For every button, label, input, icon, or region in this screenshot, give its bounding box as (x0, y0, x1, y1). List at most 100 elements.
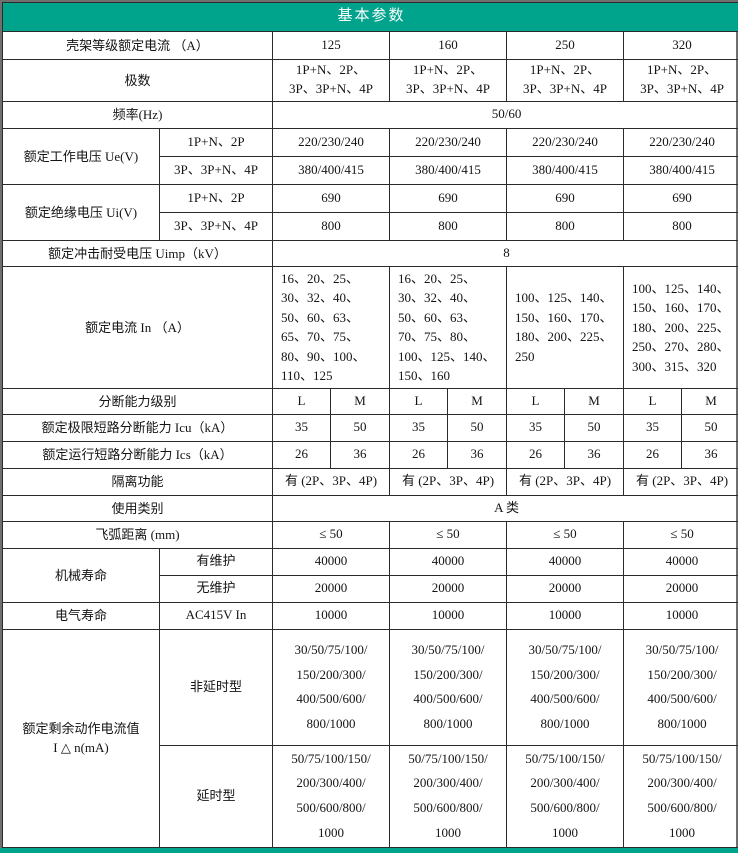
row-arc-distance: 飞弧距离 (mm) ≤ 50 ≤ 50 ≤ 50 ≤ 50 (3, 521, 738, 548)
cell-break-6: M (565, 388, 624, 414)
cell-iso-1: 有 (2P、3P、4P) (273, 468, 390, 495)
cell-ue1-1: 220/230/240 (273, 128, 390, 156)
cell-elec-2: 10000 (390, 602, 507, 629)
cell-in-1: 16、20、25、 30、32、40、 50、60、63、 65、70、75、 … (273, 266, 390, 388)
sublabel-residual-delay: 延时型 (160, 745, 273, 847)
cell-icu-1: 35 (273, 414, 331, 441)
cell-icu-7: 35 (624, 414, 682, 441)
cell-in-2: 16、20、25、 30、32、40、 50、60、63、 70、75、80、 … (390, 266, 507, 388)
cell-arc-4: ≤ 50 (624, 521, 738, 548)
sublabel-elec: AC415V In (160, 602, 273, 629)
row-isolation: 隔离功能 有 (2P、3P、4P) 有 (2P、3P、4P) 有 (2P、3P、… (3, 468, 738, 495)
cell-ui1-3: 690 (507, 184, 624, 212)
row-label-breaking-class: 分断能力级别 (3, 388, 273, 414)
cell-res2-1: 50/75/100/150/ 200/300/400/ 500/600/800/… (273, 745, 390, 847)
row-label-icu: 额定极限短路分断能力 Icu（kA） (3, 414, 273, 441)
row-label-isolation: 隔离功能 (3, 468, 273, 495)
sublabel-mech-2: 无维护 (160, 575, 273, 602)
cell-mech1-3: 40000 (507, 548, 624, 575)
cell-res2-3: 50/75/100/150/ 200/300/400/ 500/600/800/… (507, 745, 624, 847)
cell-arc-2: ≤ 50 (390, 521, 507, 548)
row-ue-1: 额定工作电压 Ue(V) 1P+N、2P 220/230/240 220/230… (3, 128, 738, 156)
cell-ics-3: 26 (390, 441, 448, 468)
cell-in-4: 100、125、140、 150、160、170、 180、200、225、 2… (624, 266, 738, 388)
cell-icu-6: 50 (565, 414, 624, 441)
cell-break-1: L (273, 388, 331, 414)
sublabel-ue-1: 1P+N、2P (160, 128, 273, 156)
cell-ui2-3: 800 (507, 212, 624, 240)
row-label-ics: 额定运行短路分断能力 Ics（kA） (3, 441, 273, 468)
bottom-accent-bar (0, 848, 738, 853)
cell-elec-3: 10000 (507, 602, 624, 629)
row-shell-current: 壳架等级额定电流 （A） 125 160 250 320 (3, 31, 738, 59)
cell-ics-7: 26 (624, 441, 682, 468)
cell-icu-4: 50 (448, 414, 507, 441)
cell-ui2-2: 800 (390, 212, 507, 240)
cell-icu-2: 50 (331, 414, 390, 441)
cell-ue1-4: 220/230/240 (624, 128, 738, 156)
cell-mech2-4: 20000 (624, 575, 738, 602)
cell-ics-6: 36 (565, 441, 624, 468)
cell-res1-4: 30/50/75/100/ 150/200/300/ 400/500/600/ … (624, 629, 738, 745)
cell-ics-1: 26 (273, 441, 331, 468)
row-residual-nondelay: 额定剩余动作电流值 I △ n(mA) 非延时型 30/50/75/100/ 1… (3, 629, 738, 745)
cell-ui2-1: 800 (273, 212, 390, 240)
cell-poles-3: 1P+N、2P、 3P、3P+N、4P (507, 59, 624, 101)
cell-ics-2: 36 (331, 441, 390, 468)
row-label-mech-life: 机械寿命 (3, 548, 160, 602)
cell-mech2-3: 20000 (507, 575, 624, 602)
cell-ue1-3: 220/230/240 (507, 128, 624, 156)
cell-ue2-3: 380/400/415 (507, 156, 624, 184)
cell-res2-4: 50/75/100/150/ 200/300/400/ 500/600/800/… (624, 745, 738, 847)
row-uimp: 额定冲击耐受电压 Uimp（kV） 8 (3, 240, 738, 266)
cell-mech1-4: 40000 (624, 548, 738, 575)
cell-shell-250: 250 (507, 31, 624, 59)
sublabel-ui-2: 3P、3P+N、4P (160, 212, 273, 240)
row-icu: 额定极限短路分断能力 Icu（kA） 35 50 35 50 35 50 35 … (3, 414, 738, 441)
row-ics: 额定运行短路分断能力 Ics（kA） 26 36 26 36 26 36 26 … (3, 441, 738, 468)
cell-res2-2: 50/75/100/150/ 200/300/400/ 500/600/800/… (390, 745, 507, 847)
row-label-rated-current: 额定电流 In （A） (3, 266, 273, 388)
row-usage-category: 使用类别 A 类 (3, 495, 738, 521)
cell-break-3: L (390, 388, 448, 414)
cell-ue2-4: 380/400/415 (624, 156, 738, 184)
cell-shell-160: 160 (390, 31, 507, 59)
row-breaking-class: 分断能力级别 L M L M L M L M (3, 388, 738, 414)
table-title: 基本参数 (3, 3, 738, 32)
row-label-residual: 额定剩余动作电流值 I △ n(mA) (3, 629, 160, 847)
cell-mech2-1: 20000 (273, 575, 390, 602)
cell-break-5: L (507, 388, 565, 414)
cell-usage: A 类 (273, 495, 738, 521)
cell-ue2-2: 380/400/415 (390, 156, 507, 184)
cell-icu-5: 35 (507, 414, 565, 441)
row-ui-1: 额定绝缘电压 Ui(V) 1P+N、2P 690 690 690 690 (3, 184, 738, 212)
cell-mech1-1: 40000 (273, 548, 390, 575)
row-label-shell-current: 壳架等级额定电流 （A） (3, 31, 273, 59)
row-mech-life-1: 机械寿命 有维护 40000 40000 40000 40000 (3, 548, 738, 575)
cell-ics-8: 36 (682, 441, 738, 468)
cell-in-3: 100、125、140、 150、160、170、 180、200、225、 2… (507, 266, 624, 388)
row-rated-current: 额定电流 In （A） 16、20、25、 30、32、40、 50、60、63… (3, 266, 738, 388)
cell-ics-4: 36 (448, 441, 507, 468)
cell-res1-1: 30/50/75/100/ 150/200/300/ 400/500/600/ … (273, 629, 390, 745)
row-label-uimp: 额定冲击耐受电压 Uimp（kV） (3, 240, 273, 266)
sublabel-ui-1: 1P+N、2P (160, 184, 273, 212)
row-label-frequency: 频率(Hz) (3, 101, 273, 128)
cell-poles-1: 1P+N、2P、 3P、3P+N、4P (273, 59, 390, 101)
cell-ui1-4: 690 (624, 184, 738, 212)
row-elec-life: 电气寿命 AC415V In 10000 10000 10000 10000 (3, 602, 738, 629)
cell-poles-2: 1P+N、2P、 3P、3P+N、4P (390, 59, 507, 101)
cell-break-8: M (682, 388, 738, 414)
cell-ue1-2: 220/230/240 (390, 128, 507, 156)
row-label-poles: 极数 (3, 59, 273, 101)
cell-mech1-2: 40000 (390, 548, 507, 575)
row-label-arc: 飞弧距离 (mm) (3, 521, 273, 548)
cell-frequency: 50/60 (273, 101, 738, 128)
row-poles: 极数 1P+N、2P、 3P、3P+N、4P 1P+N、2P、 3P、3P+N、… (3, 59, 738, 101)
cell-iso-4: 有 (2P、3P、4P) (624, 468, 738, 495)
cell-ue2-1: 380/400/415 (273, 156, 390, 184)
cell-res1-2: 30/50/75/100/ 150/200/300/ 400/500/600/ … (390, 629, 507, 745)
sublabel-ue-2: 3P、3P+N、4P (160, 156, 273, 184)
cell-break-7: L (624, 388, 682, 414)
